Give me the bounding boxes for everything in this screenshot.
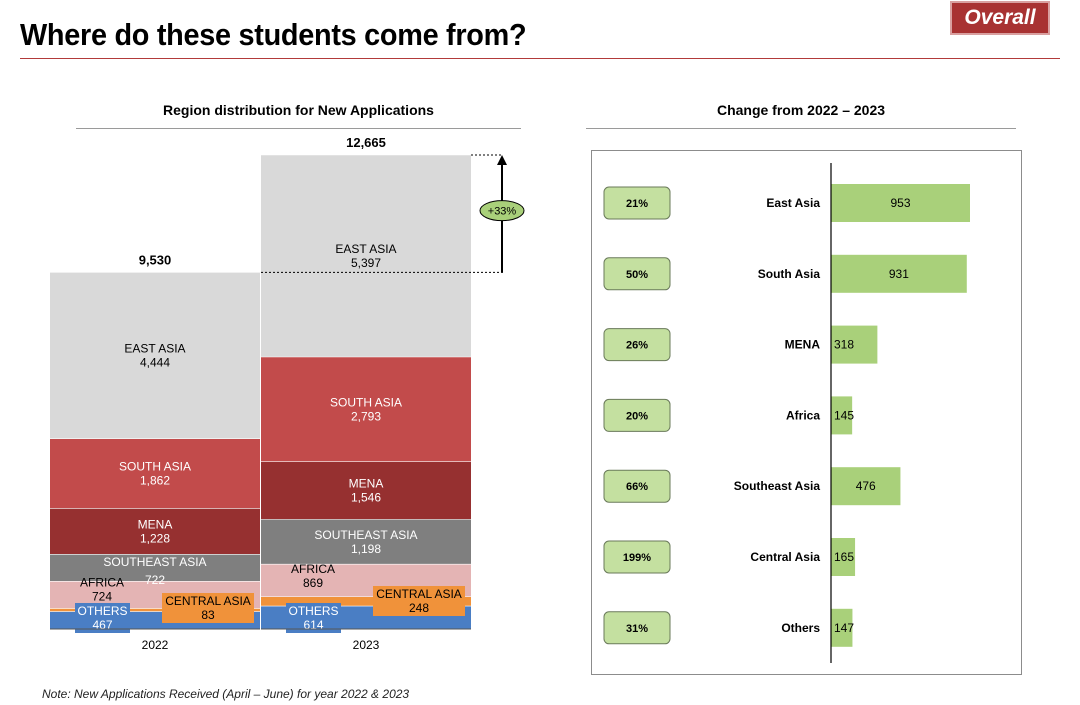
segment-value-mena-2023: 1,546	[351, 490, 381, 504]
segment-name-africa-2022: AFRICA	[80, 575, 124, 589]
segment-name-africa-2023: AFRICA	[291, 562, 335, 576]
pct-pill-others	[603, 611, 671, 645]
pct-label-southeast-asia: 66%	[626, 481, 648, 493]
left-chart-title-rule	[76, 128, 521, 129]
pct-pill-mena	[603, 328, 671, 362]
growth-badge	[479, 200, 525, 222]
segment-value-south-asia-2022: 1,862	[140, 473, 170, 487]
pct-pill-africa	[603, 398, 671, 432]
change-bar-central-asia	[831, 538, 856, 576]
others-label-box-2022	[75, 603, 130, 633]
change-bar-east-asia	[831, 184, 970, 222]
bar-east-asia-2022	[50, 272, 260, 439]
segment-name-others-2023: OTHERS	[288, 604, 338, 618]
segment-name-east-asia-2022: EAST ASIA	[124, 341, 185, 355]
change-value-mena: 318	[834, 338, 854, 352]
segment-value-central-asia-2023: 248	[409, 601, 429, 615]
change-value-central-asia: 165	[834, 550, 854, 564]
bar-south-asia-2023	[261, 356, 471, 462]
segment-name-southeast-asia-2023: SOUTHEAST ASIA	[314, 528, 417, 542]
bar-central-asia-2022	[50, 608, 260, 612]
central-asia-label-box-2023	[373, 586, 465, 616]
pct-label-east-asia: 21%	[626, 198, 648, 210]
segment-name-southeast-asia-2022: SOUTHEAST ASIA	[103, 555, 206, 569]
right-chart-title: Change from 2022 – 2023	[716, 102, 886, 118]
category-label-mena: MENA	[785, 338, 821, 352]
change-value-south-asia: 931	[889, 267, 909, 281]
category-label-east-asia: East Asia	[766, 196, 820, 210]
pct-label-africa: 20%	[626, 410, 648, 422]
segment-value-mena-2022: 1,228	[140, 531, 170, 545]
others-label-box-2023	[286, 603, 341, 633]
category-label-central-asia: Central Asia	[750, 550, 820, 564]
title-divider	[20, 58, 1060, 59]
overall-badge-label: Overall	[964, 6, 1036, 29]
pct-pill-central-asia	[603, 540, 671, 574]
pct-label-mena: 26%	[626, 340, 648, 352]
bar-mena-2023	[261, 461, 471, 520]
segment-value-east-asia-2023: 5,397	[351, 256, 381, 270]
segment-value-africa-2023: 869	[303, 576, 323, 590]
pct-pill-east-asia	[603, 186, 671, 220]
category-label-2022: 2022	[142, 638, 169, 652]
category-label-south-asia: South Asia	[758, 267, 821, 281]
category-label-others: Others	[781, 621, 820, 635]
change-bar-mena	[831, 325, 878, 364]
segment-name-mena-2022: MENA	[138, 517, 173, 531]
segment-value-southeast-asia-2023: 1,198	[351, 542, 381, 556]
total-label-2023: 12,665	[346, 135, 386, 150]
page-title: Where do these students come from?	[20, 17, 527, 52]
footnote: Note: New Applications Received (April –…	[42, 687, 410, 701]
segment-value-others-2022: 467	[92, 618, 112, 632]
left-chart-title: Region distribution for New Applications	[163, 102, 434, 118]
growth-arrow-head	[497, 155, 507, 165]
change-bar-south-asia	[831, 254, 967, 293]
change-bar-chart: 21% East Asia 953 50% South Asia 931 26% MENA 31…	[603, 163, 970, 663]
growth-badge-label: +33%	[488, 206, 517, 218]
change-value-africa: 145	[834, 408, 854, 422]
bar-southeast-asia-2023	[261, 519, 471, 565]
change-value-others: 147	[834, 621, 854, 635]
segment-name-central-asia-2022: CENTRAL ASIA	[165, 594, 251, 608]
category-label-southeast-asia: Southeast Asia	[734, 479, 821, 493]
pct-label-others: 31%	[626, 623, 648, 635]
change-value-east-asia: 953	[890, 196, 910, 210]
central-asia-label-box-2022	[162, 593, 254, 623]
segment-value-south-asia-2023: 2,793	[351, 409, 381, 423]
change-chart-frame: 21% East Asia 953 50% South Asia 931 26% MENA 31…	[591, 150, 1022, 675]
segment-name-east-asia-2023: EAST ASIA	[335, 242, 396, 256]
bar-southeast-asia-2022	[50, 554, 260, 582]
segment-name-central-asia-2023: CENTRAL ASIA	[376, 587, 462, 601]
segment-name-mena-2023: MENA	[349, 476, 384, 490]
pct-label-central-asia: 199%	[623, 552, 651, 564]
overall-badge: Overall	[950, 1, 1050, 35]
pct-pill-south-asia	[603, 257, 671, 291]
category-label-africa: Africa	[786, 408, 820, 422]
segment-value-africa-2022: 724	[92, 589, 112, 603]
change-bar-others	[831, 608, 853, 647]
segment-name-south-asia-2023: SOUTH ASIA	[330, 395, 402, 409]
segment-name-others-2022: OTHERS	[77, 604, 127, 618]
bar-south-asia-2022	[50, 438, 260, 509]
pct-label-south-asia: 50%	[626, 269, 648, 281]
segment-value-others-2023: 614	[303, 618, 323, 632]
right-chart-title-rule	[586, 128, 1016, 129]
segment-value-central-asia-2022: 83	[201, 608, 215, 622]
change-value-southeast-asia: 476	[856, 479, 876, 493]
change-bar-africa	[831, 396, 853, 435]
segment-value-southeast-asia-2022: 722	[145, 573, 165, 587]
bar-east-asia-2023	[261, 155, 471, 357]
total-label-2022: 9,530	[139, 252, 172, 267]
category-label-2023: 2023	[353, 638, 380, 652]
segment-name-south-asia-2022: SOUTH ASIA	[119, 459, 191, 473]
bar-mena-2022	[50, 508, 260, 555]
pct-pill-southeast-asia	[603, 469, 671, 503]
change-bar-southeast-asia	[831, 467, 901, 506]
segment-value-east-asia-2022: 4,444	[140, 355, 170, 369]
bar-central-asia-2023	[261, 596, 471, 607]
